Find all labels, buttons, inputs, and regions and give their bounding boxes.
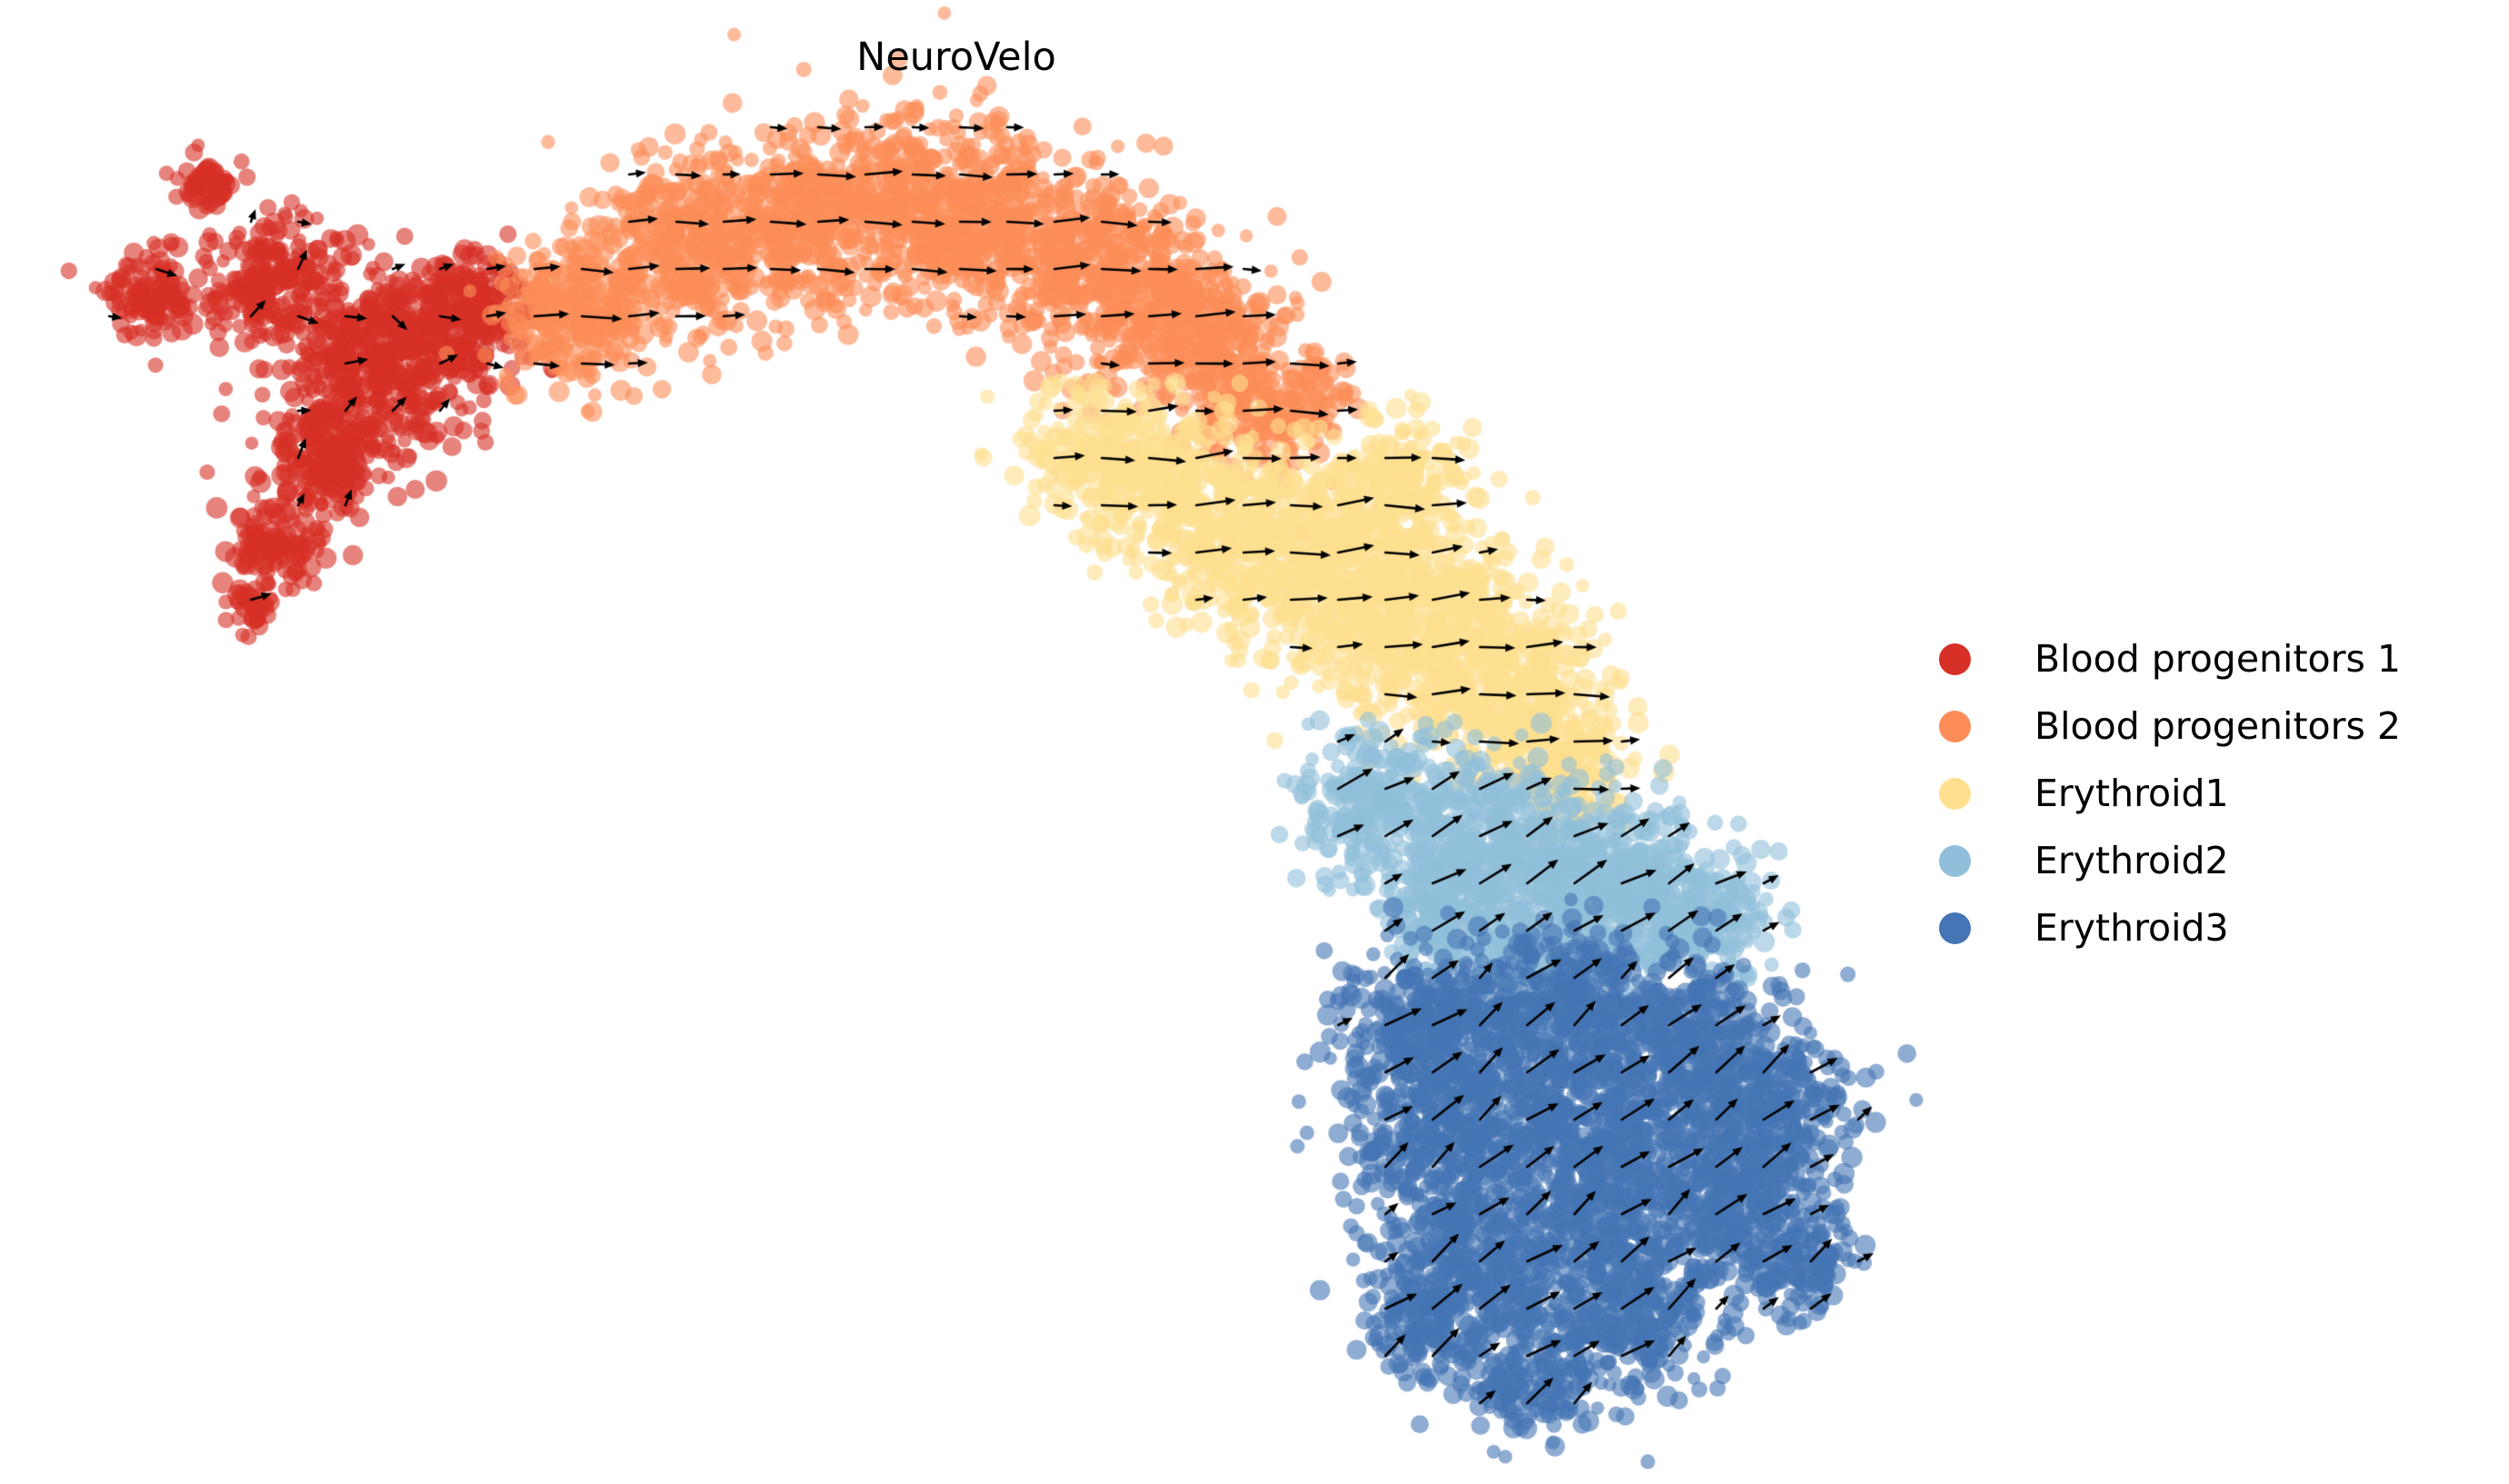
legend-label: Erythroid1 bbox=[2034, 772, 2229, 815]
legend-item: Erythroid2 bbox=[1939, 827, 2401, 894]
legend-item: Blood progenitors 1 bbox=[1939, 625, 2401, 692]
legend-swatch bbox=[1939, 911, 1971, 944]
legend-label: Erythroid2 bbox=[2034, 839, 2229, 882]
legend-swatch bbox=[1939, 777, 1971, 810]
legend: Blood progenitors 1 Blood progenitors 2 Er… bbox=[1939, 625, 2401, 961]
legend-label: Blood progenitors 2 bbox=[2034, 704, 2401, 748]
legend-swatch bbox=[1939, 642, 1971, 675]
legend-item: Erythroid1 bbox=[1939, 760, 2401, 827]
legend-item: Blood progenitors 2 bbox=[1939, 692, 2401, 760]
legend-item: Erythroid3 bbox=[1939, 894, 2401, 961]
chart-title: NeuroVelo bbox=[856, 35, 1056, 80]
legend-label: Blood progenitors 1 bbox=[2034, 637, 2401, 681]
legend-swatch bbox=[1939, 710, 1971, 742]
legend-label: Erythroid3 bbox=[2034, 906, 2229, 950]
legend-swatch bbox=[1939, 844, 1971, 877]
